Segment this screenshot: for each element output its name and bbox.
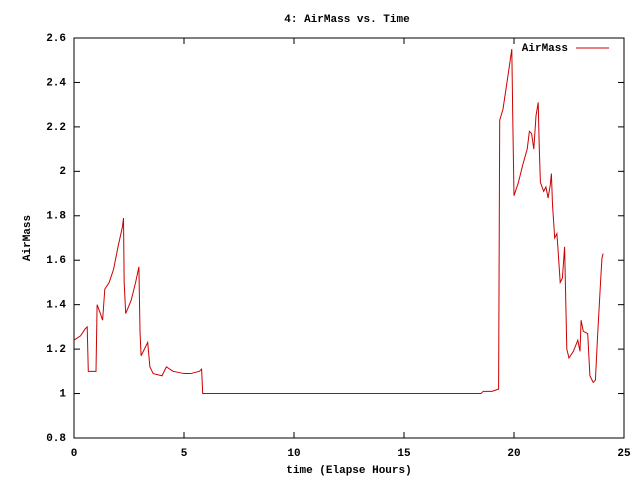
x-tick-label: 25 <box>617 448 631 460</box>
y-tick-label: 2 <box>59 166 66 178</box>
x-tick-label: 10 <box>287 448 300 460</box>
y-tick-label: 2.2 <box>46 122 66 134</box>
y-tick-label: 0.8 <box>46 433 66 445</box>
chart-title: 4: AirMass vs. Time <box>284 14 410 26</box>
x-tick-label: 15 <box>397 448 411 460</box>
x-tick-label: 20 <box>507 448 520 460</box>
y-tick-label: 1 <box>59 388 66 400</box>
legend-label: AirMass <box>522 43 568 55</box>
data-line <box>73 49 604 395</box>
x-axis-label: time (Elapse Hours) <box>286 465 411 477</box>
y-tick-label: 1.6 <box>46 255 66 267</box>
y-tick-label: 1.8 <box>46 211 66 223</box>
x-tick-label: 0 <box>71 448 78 460</box>
x-tick-label: 5 <box>181 448 188 460</box>
y-tick-label: 2.6 <box>46 33 66 45</box>
y-tick-label: 2.4 <box>46 77 66 89</box>
y-tick-label: 1.4 <box>46 300 66 312</box>
plot-border <box>73 37 625 439</box>
y-axis-label: AirMass <box>22 215 34 261</box>
y-tick-label: 1.2 <box>46 344 66 356</box>
